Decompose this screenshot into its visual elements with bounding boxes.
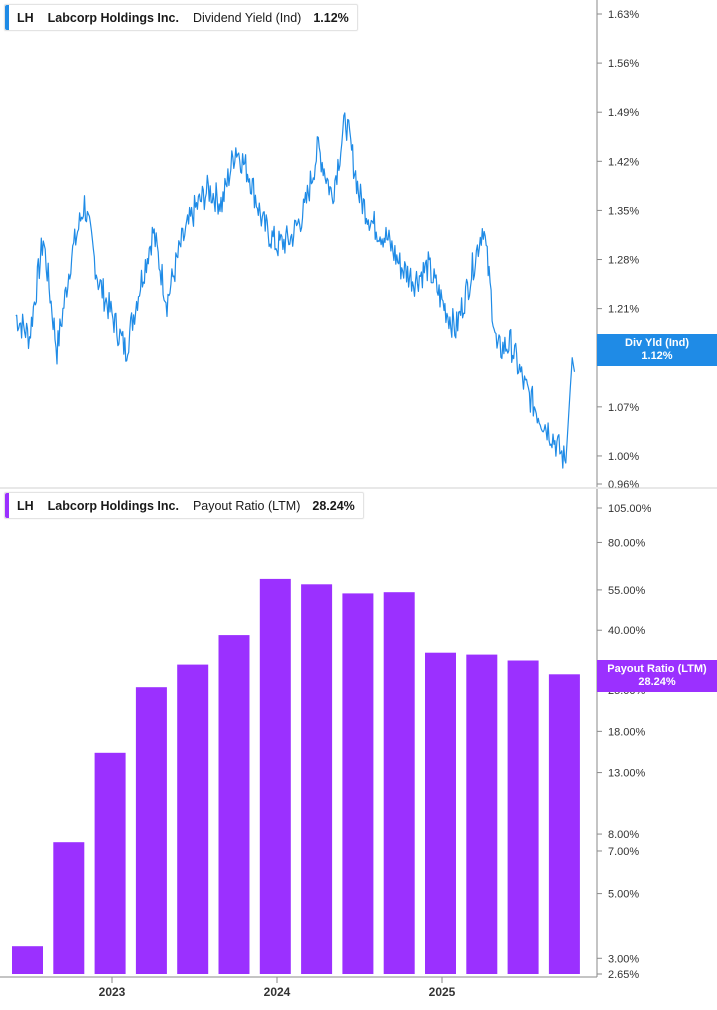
yield-tick-label: 1.49% bbox=[608, 107, 639, 119]
legend-value: 28.24% bbox=[312, 498, 355, 513]
payout-bar bbox=[94, 752, 126, 974]
yield-tick-label: 1.35% bbox=[608, 205, 639, 217]
dividend-yield-line bbox=[15, 112, 576, 469]
yield-axis: 1.63%1.56%1.49%1.42%1.35%1.28%1.21%1.14%… bbox=[596, 0, 639, 491]
yield-badge-label: Div Yld (Ind) bbox=[625, 337, 689, 349]
legend-ticker: LH bbox=[17, 10, 34, 25]
payout-tick-label: 40.00% bbox=[608, 625, 646, 637]
payout-bar bbox=[548, 674, 580, 974]
yield-legend[interactable]: LH Labcorp Holdings Inc. Dividend Yield … bbox=[4, 4, 358, 31]
time-axis: 2023 2024 2025 bbox=[0, 976, 597, 999]
payout-bar bbox=[383, 592, 415, 974]
legend-value: 1.12% bbox=[313, 10, 349, 25]
yield-value-badge: Div Yld (Ind) 1.12% bbox=[597, 334, 717, 366]
payout-bar bbox=[507, 660, 539, 974]
payout-tick-label: 5.00% bbox=[608, 889, 639, 901]
payout-bar bbox=[259, 578, 291, 974]
payout-value-badge: Payout Ratio (LTM) 28.24% bbox=[597, 660, 717, 692]
payout-tick-label: 7.00% bbox=[608, 846, 639, 858]
payout-legend[interactable]: LH Labcorp Holdings Inc. Payout Ratio (L… bbox=[4, 492, 364, 519]
legend-company: Labcorp Holdings Inc. bbox=[47, 10, 179, 25]
yield-badge-value: 1.12% bbox=[641, 350, 673, 362]
payout-tick-label: 2.65% bbox=[608, 969, 639, 981]
time-tick-label: 2025 bbox=[429, 985, 456, 999]
payout-plot bbox=[12, 578, 580, 974]
payout-tick-label: 80.00% bbox=[608, 537, 646, 549]
payout-legend-swatch bbox=[5, 493, 9, 518]
payout-tick-label: 13.00% bbox=[608, 768, 646, 780]
payout-tick-label: 3.00% bbox=[608, 953, 639, 965]
yield-tick-label: 1.07% bbox=[608, 402, 639, 414]
yield-legend-swatch bbox=[5, 5, 9, 30]
yield-plot bbox=[15, 112, 576, 469]
payout-axis: 105.00%80.00%55.00%40.00%25.00%18.00%13.… bbox=[596, 489, 652, 981]
payout-bar bbox=[301, 584, 333, 974]
payout-tick-label: 18.00% bbox=[608, 726, 646, 738]
payout-tick-label: 105.00% bbox=[608, 503, 652, 515]
legend-ticker: LH bbox=[17, 498, 34, 513]
payout-bar bbox=[218, 635, 250, 974]
yield-tick-label: 1.28% bbox=[608, 255, 639, 267]
payout-badge-label: Payout Ratio (LTM) bbox=[607, 663, 707, 675]
payout-tick-label: 55.00% bbox=[608, 585, 646, 597]
payout-bar bbox=[12, 946, 43, 974]
yield-tick-label: 1.21% bbox=[608, 304, 639, 316]
payout-bar bbox=[466, 654, 498, 974]
yield-tick-label: 1.00% bbox=[608, 451, 639, 463]
payout-badge-value: 28.24% bbox=[638, 676, 676, 688]
yield-tick-label: 1.63% bbox=[608, 9, 639, 21]
payout-tick-label: 8.00% bbox=[608, 829, 639, 841]
legend-metric: Payout Ratio (LTM) bbox=[192, 498, 301, 513]
payout-bar bbox=[425, 652, 456, 974]
yield-tick-label: 0.96% bbox=[608, 479, 639, 491]
yield-tick-label: 1.42% bbox=[608, 156, 639, 168]
payout-bar bbox=[53, 842, 85, 974]
time-tick-label: 2024 bbox=[264, 985, 291, 999]
payout-bar bbox=[342, 593, 374, 974]
legend-metric: Dividend Yield (Ind) bbox=[192, 10, 302, 25]
time-tick-label: 2023 bbox=[99, 985, 126, 999]
payout-bar bbox=[135, 687, 167, 974]
legend-company: Labcorp Holdings Inc. bbox=[47, 498, 179, 513]
payout-bar bbox=[177, 664, 209, 974]
yield-tick-label: 1.56% bbox=[608, 58, 639, 70]
